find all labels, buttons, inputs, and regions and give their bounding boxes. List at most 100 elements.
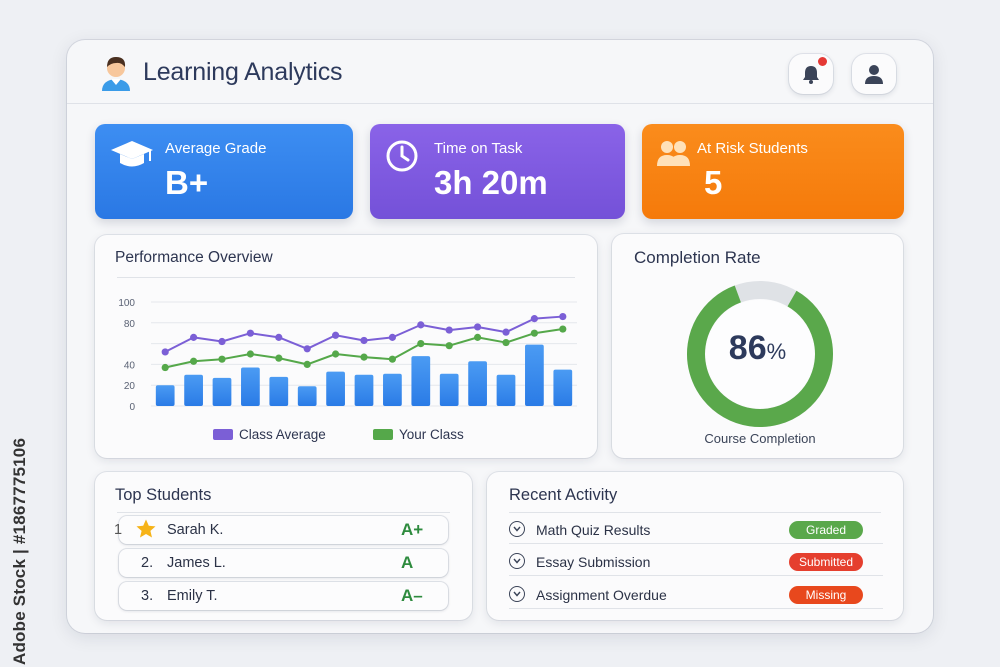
divider [509,512,881,513]
bar[interactable] [553,369,573,406]
series-point[interactable] [445,342,453,350]
activity-row[interactable]: Essay Submission Submitted [509,546,883,576]
bar[interactable] [411,356,431,406]
chevron-down-icon[interactable] [509,586,525,602]
series-point[interactable] [275,354,283,362]
student-row[interactable]: 3. Emily T. A– [119,582,448,610]
series-point[interactable] [445,326,453,334]
series-point[interactable] [190,357,198,365]
chevron-down-icon[interactable] [509,521,525,537]
app-title: Learning Analytics [143,58,343,86]
kpi-average-grade[interactable]: Average Grade B+ [95,124,353,219]
series-point[interactable] [161,363,169,372]
series-point[interactable] [360,353,368,361]
series-point[interactable] [218,355,226,363]
bar[interactable] [212,377,232,406]
series-point[interactable] [190,333,198,341]
bar[interactable] [439,373,459,406]
bar[interactable] [468,361,487,406]
activity-name: Math Quiz Results [536,522,651,538]
status-badge: Submitted [789,553,863,571]
notification-dot [818,57,827,66]
legend-swatch [373,429,393,440]
y-tick-label: 40 [124,360,136,371]
student-row[interactable]: 2. James L. A [119,549,448,577]
series-point[interactable] [474,323,482,331]
kpi-label: Time on Task [434,140,523,157]
series-point[interactable] [530,329,538,337]
legend-label: Your Class [399,427,464,442]
bar[interactable] [496,374,516,406]
star-icon [136,519,156,538]
bar[interactable] [297,386,317,406]
card-title: Completion Rate [634,248,761,267]
series-point[interactable] [246,329,254,337]
series-point[interactable] [161,348,169,356]
series-point[interactable] [275,333,283,341]
activity-name: Essay Submission [536,554,651,570]
divider [117,512,450,513]
bar[interactable] [383,373,402,406]
student-grade: A– [401,586,423,605]
series-point[interactable] [474,333,482,341]
series-point[interactable] [530,315,538,323]
kpi-value: 5 [704,164,723,201]
series-point[interactable] [388,355,396,363]
legend-your-class[interactable]: Your Class [373,427,464,442]
series-point[interactable] [502,328,510,336]
ring-progress [687,281,833,427]
bar[interactable] [525,344,544,406]
completion-ring [687,281,833,427]
series-point[interactable] [417,340,425,348]
card-title: Top Students [115,486,212,504]
activity-row[interactable]: Assignment Overdue Missing [509,579,883,609]
student-name: Sarah K. [167,522,224,538]
kpi-value: 3h 20m [434,164,548,201]
series-point[interactable] [332,350,340,358]
student-row[interactable]: 1 Sarah K. A+ [114,516,448,544]
kpi-time-on-task[interactable]: Time on Task 3h 20m [370,124,625,219]
bar[interactable] [326,371,345,406]
y-tick-label: 80 [124,319,136,330]
legend-class-average[interactable]: Class Average [213,427,326,442]
profile-button[interactable] [852,54,896,94]
series-point[interactable] [303,345,311,353]
kpi-value: B+ [165,164,209,201]
series-point[interactable] [303,360,311,368]
series-point[interactable] [502,338,510,347]
series-point[interactable] [218,337,226,346]
series-line [164,328,563,369]
student-rank: 3. [141,588,154,604]
bar[interactable] [184,374,203,406]
chevron-down-icon[interactable] [509,553,525,569]
bar[interactable] [241,367,260,406]
bar[interactable] [354,374,374,406]
recent-activity-card: Recent Activity Math Quiz Results Graded… [487,472,903,620]
student-avatar-icon [102,57,130,91]
series-point[interactable] [417,321,425,329]
kpi-at-risk-students[interactable]: At Risk Students 5 [642,124,904,219]
series-point[interactable] [246,350,254,358]
series-point[interactable] [360,336,368,345]
notifications-button[interactable] [789,54,833,94]
series-point[interactable] [559,312,567,321]
student-name: Emily T. [167,588,218,604]
series-point[interactable] [332,331,340,339]
kpi-label: At Risk Students [697,140,808,157]
user-icon [865,65,883,84]
y-tick-label: 100 [118,298,135,309]
card-title: Recent Activity [509,486,618,504]
legend-swatch [213,429,233,440]
bell-icon [803,66,819,84]
student-grade: A+ [401,520,424,539]
activity-row[interactable]: Math Quiz Results Graded [509,514,883,544]
bar[interactable] [155,385,175,406]
student-grade: A [401,553,414,572]
app-header: Learning Analytics [67,40,933,104]
series-point[interactable] [559,325,567,333]
bar[interactable] [269,376,289,406]
series-point[interactable] [388,333,396,341]
student-rank: 2. [141,555,154,571]
card-title: Performance Overview [115,249,273,266]
top-students-card: Top Students 1 Sarah K. A+ 2. James L. A… [95,472,472,620]
